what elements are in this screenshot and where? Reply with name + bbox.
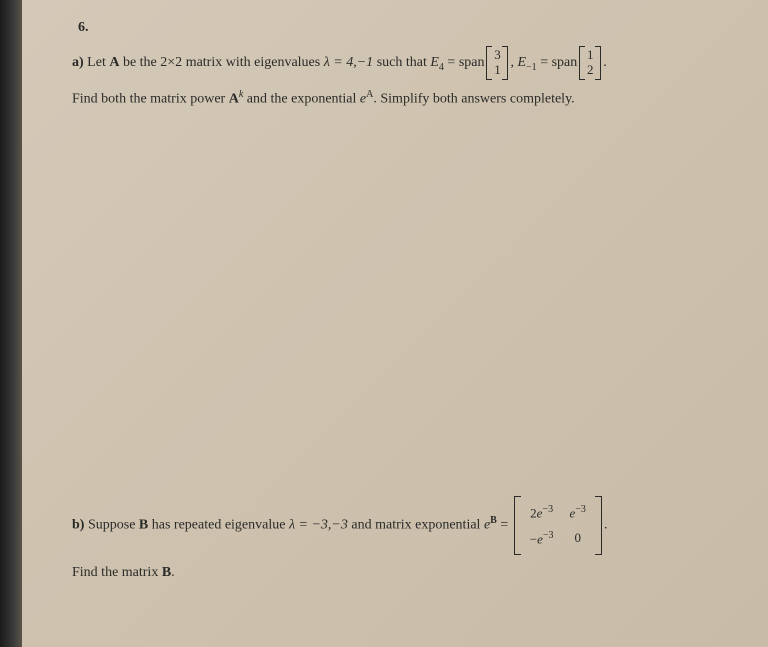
eigenspace-Em1: E	[517, 55, 526, 70]
vec-entry: 3	[492, 48, 502, 63]
text: matrix with eigenvalues	[186, 55, 321, 70]
period: .	[171, 565, 175, 580]
subscript: 4	[439, 62, 444, 73]
eigenspace-E4: E	[430, 55, 439, 70]
text: has repeated eigenvalue	[152, 518, 286, 533]
dim: 2×2	[160, 55, 182, 70]
text: . Simplify both answers completely.	[373, 92, 574, 107]
equals: =	[500, 518, 508, 533]
page-surface: 6. a) Let A be the 2×2 matrix with eigen…	[22, 0, 768, 647]
lambda-eq-b: λ = −3,−3	[289, 518, 348, 533]
sup: −3	[575, 504, 586, 515]
part-a-label: a)	[72, 55, 84, 70]
lambda-eq: λ = 4,−1	[324, 55, 373, 70]
prefix: −	[530, 531, 537, 546]
part-b-line1: b) Suppose B has repeated eigenvalue λ =…	[72, 496, 728, 555]
part-b-label: b)	[72, 518, 84, 533]
vector-2: 1 2	[579, 46, 601, 80]
period: .	[603, 55, 607, 70]
part-a-line1: a) Let A be the 2×2 matrix with eigenval…	[72, 46, 728, 80]
text: and matrix exponential	[351, 518, 480, 533]
equals: =	[447, 55, 455, 70]
vec-entry: 1	[585, 48, 595, 63]
sup: −3	[542, 504, 553, 515]
base: A	[229, 92, 239, 107]
question-number: 6.	[78, 20, 728, 36]
A-power-k: A	[229, 92, 239, 107]
matrix-B: B	[139, 518, 148, 533]
equals: =	[540, 55, 548, 70]
mat-cell: 0	[562, 526, 594, 551]
page-shadow	[0, 0, 22, 647]
sup: −3	[543, 530, 554, 541]
superscript: k	[239, 89, 243, 100]
mat-cell: −e−3	[522, 526, 562, 551]
span-text: span	[459, 55, 485, 70]
vector-1: 3 1	[486, 46, 508, 80]
mat-cell: e−3	[562, 500, 594, 525]
vec-entry: 2	[585, 63, 595, 78]
text: such that	[377, 55, 427, 70]
text: Let	[87, 55, 106, 70]
text: Suppose	[88, 518, 135, 533]
period: .	[604, 518, 608, 533]
text: be the	[123, 55, 157, 70]
span-text: span	[552, 55, 578, 70]
text: and the exponential	[247, 92, 357, 107]
text: Find both the matrix power	[72, 92, 225, 107]
mat-cell: 2e−3	[522, 500, 562, 525]
matrix-B-2: B	[162, 565, 171, 580]
text: Find the matrix	[72, 565, 158, 580]
matrix-A: A	[109, 55, 119, 70]
subscript: −1	[526, 62, 537, 73]
exp-B-sup: B	[490, 515, 497, 526]
matrix-eB: 2e−3 e−3 −e−3 0	[514, 496, 602, 555]
comma: ,	[510, 55, 514, 70]
part-b-line2: Find the matrix B.	[72, 561, 728, 585]
vec-entry: 1	[492, 63, 502, 78]
part-a-line2: Find both the matrix power Ak and the ex…	[72, 86, 728, 111]
